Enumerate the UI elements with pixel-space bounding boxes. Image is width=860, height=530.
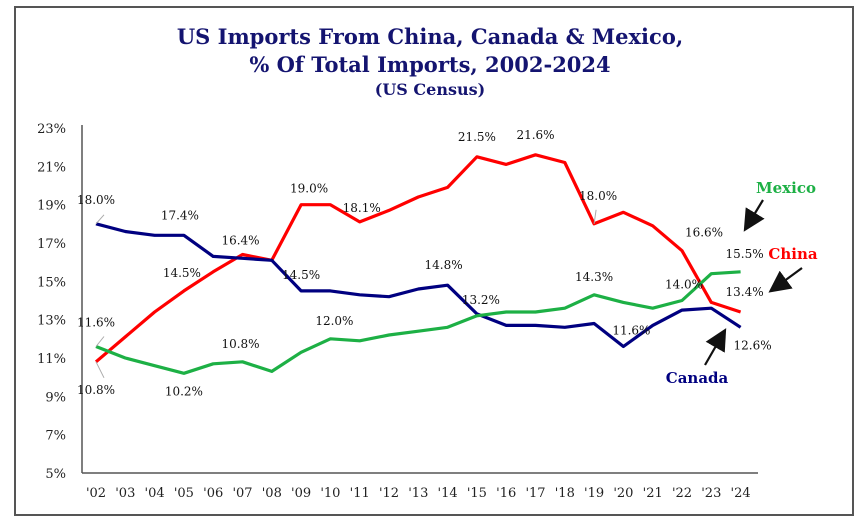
y-tick-label: 9% bbox=[45, 390, 66, 405]
x-tick-label: '11 bbox=[350, 486, 370, 501]
series-annotations: Mexico China Canada bbox=[666, 179, 818, 387]
data-label: 16.4% bbox=[221, 234, 259, 248]
y-tick-label: 15% bbox=[37, 275, 66, 290]
data-label: 11.6% bbox=[612, 324, 650, 338]
x-tick-label: '19 bbox=[584, 486, 604, 501]
data-label: 15.5% bbox=[726, 247, 764, 261]
data-label: 14.8% bbox=[425, 258, 463, 272]
data-label: 18.1% bbox=[343, 201, 381, 215]
data-label: 13.2% bbox=[462, 293, 500, 307]
x-tick-label: '20 bbox=[613, 486, 633, 501]
arrow-china-icon bbox=[768, 267, 803, 293]
x-tick-label: '04 bbox=[145, 486, 165, 501]
x-axis-ticks: '02 '03 '04 '05 '06 '07 '08 '09 '10 '11 '12 '13 '14 '… bbox=[86, 486, 751, 501]
x-tick-label: '03 bbox=[115, 486, 135, 501]
annotation-mexico: Mexico bbox=[756, 179, 816, 197]
data-label: 16.6% bbox=[685, 226, 723, 240]
annotation-canada: Canada bbox=[666, 369, 729, 387]
x-tick-label: '23 bbox=[701, 486, 721, 501]
x-tick-label: '05 bbox=[174, 486, 194, 501]
x-tick-label: '16 bbox=[496, 486, 516, 501]
x-tick-label: '14 bbox=[438, 486, 458, 501]
annotation-china: China bbox=[768, 245, 817, 263]
y-tick-label: 21% bbox=[37, 160, 66, 175]
x-tick-label: '15 bbox=[467, 486, 487, 501]
chart-title-line2: % Of Total Imports, 2002-2024 bbox=[249, 52, 611, 77]
series-line-china bbox=[94, 153, 742, 364]
data-label: 18.0% bbox=[77, 193, 115, 207]
data-label: 21.5% bbox=[458, 130, 496, 144]
y-tick-label: 19% bbox=[37, 199, 66, 214]
x-tick-label: '24 bbox=[731, 486, 751, 501]
chart-frame bbox=[14, 6, 854, 516]
y-tick-label: 13% bbox=[37, 314, 66, 329]
x-tick-label: '12 bbox=[379, 486, 399, 501]
x-tick-label: '02 bbox=[86, 486, 106, 501]
x-tick-label: '07 bbox=[232, 486, 252, 501]
data-label: 21.6% bbox=[516, 128, 554, 142]
arrow-canada-icon bbox=[704, 328, 727, 366]
series-lines bbox=[94, 153, 742, 375]
y-tick-label: 23% bbox=[37, 122, 66, 137]
data-label: 17.4% bbox=[161, 208, 199, 222]
x-tick-label: '22 bbox=[672, 486, 692, 501]
y-tick-label: 7% bbox=[45, 429, 66, 444]
leader-line bbox=[95, 336, 105, 347]
data-label: 12.0% bbox=[315, 314, 353, 328]
y-axis-ticks: 5% 7% 9% 11% 13% 15% 17% 19% 21% 23% bbox=[37, 122, 66, 482]
x-tick-label: '10 bbox=[320, 486, 340, 501]
x-tick-label: '21 bbox=[643, 486, 663, 501]
y-tick-label: 17% bbox=[37, 237, 66, 252]
y-tick-label: 5% bbox=[45, 467, 66, 482]
data-label: 10.8% bbox=[77, 383, 115, 397]
chart-subtitle: (US Census) bbox=[374, 80, 486, 99]
data-label: 10.2% bbox=[165, 384, 203, 398]
x-tick-label: '06 bbox=[203, 486, 223, 501]
leader-line bbox=[95, 214, 105, 225]
leader-line bbox=[593, 209, 597, 224]
data-labels: 18.0% 17.4% 14.5% 14.8% 11.6% 12.6% 10.8% 14.5%… bbox=[77, 128, 772, 399]
series-line-canada bbox=[95, 222, 742, 349]
leader-line bbox=[95, 361, 105, 379]
series-line-mexico bbox=[95, 270, 741, 375]
data-label: 13.4% bbox=[726, 285, 764, 299]
data-label: 12.6% bbox=[734, 338, 772, 352]
x-tick-label: '09 bbox=[291, 486, 311, 501]
data-label: 18.0% bbox=[579, 189, 617, 203]
axes bbox=[81, 125, 758, 474]
y-tick-label: 11% bbox=[37, 352, 66, 367]
x-tick-label: '18 bbox=[555, 486, 575, 501]
data-label: 14.5% bbox=[282, 268, 320, 282]
data-label: 10.8% bbox=[221, 337, 259, 351]
data-label: 19.0% bbox=[290, 182, 328, 196]
chart-title: US Imports From China, Canada & Mexico, bbox=[176, 24, 684, 49]
data-label: 11.6% bbox=[77, 316, 115, 330]
arrow-mexico-icon bbox=[743, 199, 765, 232]
data-label: 14.0% bbox=[665, 278, 703, 292]
x-tick-label: '13 bbox=[408, 486, 428, 501]
x-tick-label: '17 bbox=[525, 486, 545, 501]
x-tick-label: '08 bbox=[262, 486, 282, 501]
data-label: 14.5% bbox=[163, 266, 201, 280]
data-label: 14.3% bbox=[575, 270, 613, 284]
